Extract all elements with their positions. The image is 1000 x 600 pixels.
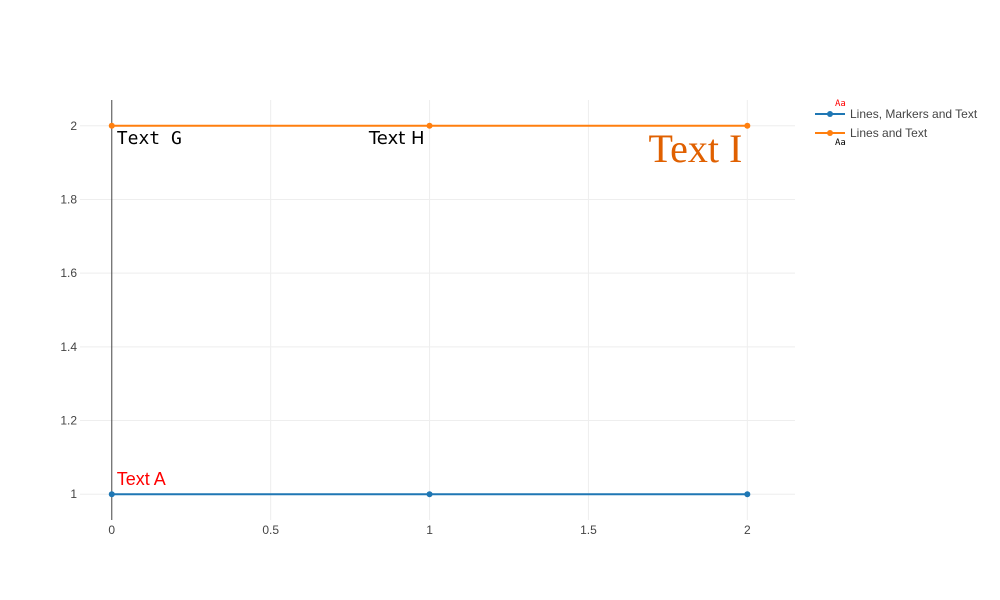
y-tick-label: 2 xyxy=(70,119,77,133)
x-tick-label: 1.5 xyxy=(580,523,597,537)
y-tick-label: 1.2 xyxy=(60,414,77,428)
data-point xyxy=(426,491,433,498)
data-point xyxy=(108,122,115,129)
data-point xyxy=(108,491,115,498)
data-point xyxy=(426,122,433,129)
x-axis-ticks: 0 0.5 1 1.5 2 xyxy=(108,523,751,537)
legend-item[interactable]: Aa Lines and Text xyxy=(815,126,928,148)
data-label: Text A xyxy=(117,469,166,489)
data-label: Text H xyxy=(368,128,425,149)
data-point xyxy=(744,491,751,498)
legend-marker xyxy=(827,130,833,136)
data-point xyxy=(744,122,751,129)
legend-text-sample: Aa xyxy=(835,99,846,109)
x-tick-label: 0 xyxy=(108,523,115,537)
series-layer xyxy=(108,122,751,498)
data-labels: Text A Text G Text H Text I xyxy=(117,126,743,489)
x-tick-label: 2 xyxy=(744,523,751,537)
y-tick-label: 1.6 xyxy=(60,266,77,280)
y-tick-label: 1.8 xyxy=(60,192,77,206)
legend-item[interactable]: Aa Lines, Markers and Text xyxy=(815,99,978,121)
legend-label: Lines and Text xyxy=(850,126,928,140)
legend-text-sample: Aa xyxy=(835,138,846,148)
y-axis-ticks: 1 1.2 1.4 1.6 1.8 2 xyxy=(60,119,77,501)
y-tick-label: 1.4 xyxy=(60,340,77,354)
legend-label: Lines, Markers and Text xyxy=(850,107,978,121)
y-tick-label: 1 xyxy=(70,487,77,501)
x-tick-label: 0.5 xyxy=(262,523,279,537)
legend-marker xyxy=(827,111,833,117)
data-label: Text I xyxy=(649,126,743,171)
data-label: Text G xyxy=(117,128,182,149)
x-tick-label: 1 xyxy=(426,523,433,537)
legend[interactable]: Aa Lines, Markers and Text Aa Lines and Tex… xyxy=(815,99,978,148)
